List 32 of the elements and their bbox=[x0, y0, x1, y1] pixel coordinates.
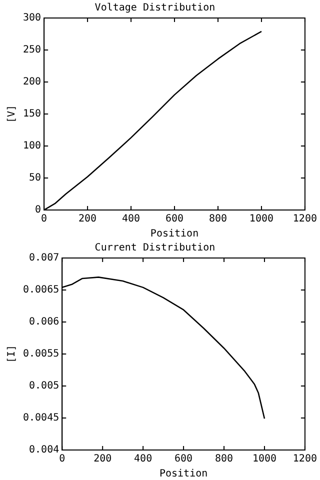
x-tick-label: 1000 bbox=[249, 214, 274, 225]
x-tick-label: 1200 bbox=[292, 214, 318, 225]
x-tick-label: 600 bbox=[165, 214, 184, 225]
y-tick-label: 0.005 bbox=[29, 380, 60, 392]
y-tick-label: 0.006 bbox=[29, 316, 60, 328]
y-tick-label: 0.0055 bbox=[23, 348, 60, 360]
chart-title: Current Distribution bbox=[94, 242, 216, 254]
x-axis-title: Position bbox=[150, 228, 199, 240]
y-axis-title: [V] bbox=[6, 104, 18, 124]
chart-title: Voltage Distribution bbox=[94, 2, 216, 14]
x-tick-label: 400 bbox=[122, 214, 140, 225]
x-axis-title: Position bbox=[159, 468, 208, 480]
y-axis-title: [I] bbox=[6, 344, 18, 364]
y-tick-label: 300 bbox=[23, 12, 42, 24]
x-tick-label: 1000 bbox=[252, 454, 277, 465]
x-tick-label: 400 bbox=[134, 454, 152, 465]
y-tick-label: 0.0065 bbox=[23, 284, 60, 296]
y-tick-label: 50 bbox=[29, 172, 42, 184]
x-tick-label: 1200 bbox=[292, 454, 318, 465]
y-tick-label: 0.004 bbox=[29, 444, 60, 456]
y-tick-label: 250 bbox=[23, 44, 42, 56]
y-tick-label: 0 bbox=[35, 204, 42, 216]
y-tick-label: 0.007 bbox=[29, 252, 60, 264]
y-tick-label: 0.0045 bbox=[23, 412, 60, 424]
y-tick-label: 200 bbox=[23, 76, 42, 88]
y-tick-label: 100 bbox=[23, 140, 42, 152]
x-tick-label: 800 bbox=[214, 454, 234, 465]
x-tick-label: 600 bbox=[174, 454, 193, 465]
x-tick-label: 200 bbox=[94, 454, 112, 465]
y-tick-label: 150 bbox=[23, 108, 42, 120]
x-tick-label: 200 bbox=[78, 214, 97, 225]
x-tick-label: 800 bbox=[208, 214, 228, 225]
